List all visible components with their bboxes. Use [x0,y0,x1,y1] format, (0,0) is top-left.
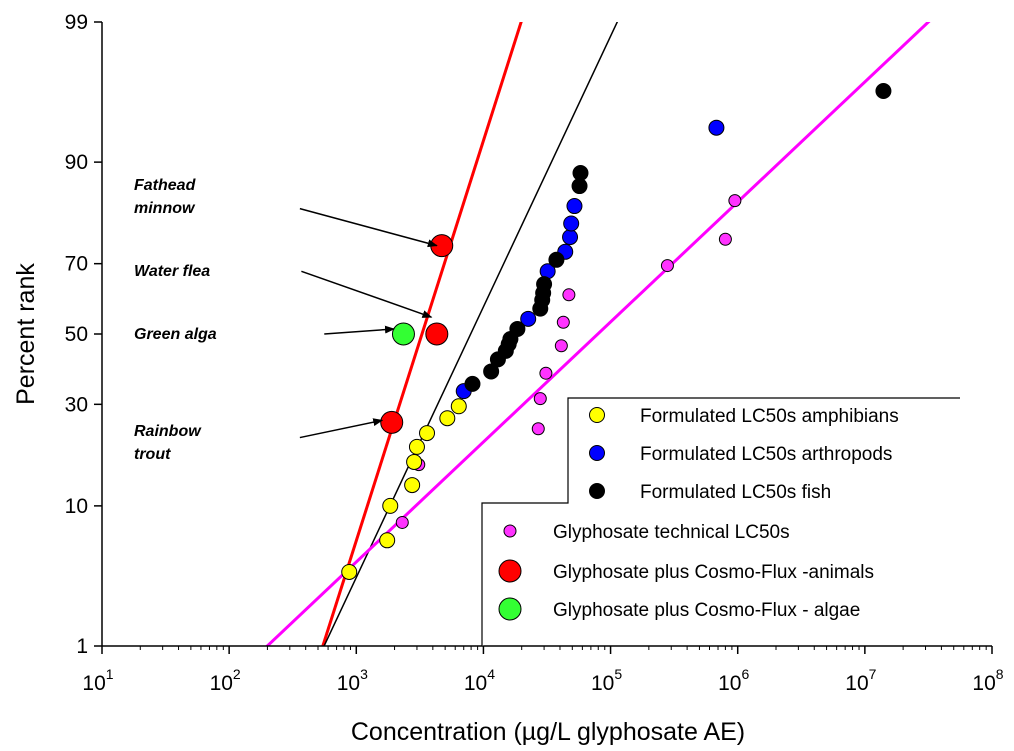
data-point [554,339,568,353]
x-tick-label: 108 [972,666,1003,695]
annotation-arrow [299,418,384,439]
y-tick-label: 99 [65,11,88,34]
x-tick-label: 107 [845,666,876,695]
data-point [562,288,576,302]
data-point [520,310,537,327]
legend: Formulated LC50s amphibians Formulated LC… [481,397,960,646]
data-point [391,322,415,346]
legend-marker-1 [589,407,605,423]
data-point [509,320,526,337]
data-point [556,315,570,329]
data-point [572,165,589,182]
data-point [728,194,742,208]
y-tick-label: 70 [65,253,88,276]
x-tick-label: 105 [591,666,622,695]
data-point [563,215,580,232]
annotation-label: trout [134,446,171,463]
data-point [419,425,436,442]
fitted-line-3 [265,22,931,646]
data-point [464,375,481,392]
annotation-label: Fathead [134,177,197,194]
data-point [404,477,421,494]
fitted-line-2 [323,22,619,646]
data-point [531,422,545,436]
data-point [379,532,396,549]
legend-label-6: Glyphosate plus Cosmo-Flux - algae [553,600,860,621]
legend-marker-4 [503,524,517,538]
data-point [533,392,547,406]
annotation-arrow [324,325,396,335]
data-point [395,515,409,529]
data-point [450,398,467,415]
data-point [566,198,583,215]
legend-label-3: Formulated LC50s fish [640,482,831,503]
legend-label-2: Formulated LC50s arthropods [640,444,892,465]
data-point [382,497,399,514]
legend-marker-3 [589,483,605,499]
y-tick-label: 90 [65,151,88,174]
x-tick-label: 102 [210,666,241,695]
legend-label-4: Glyphosate technical LC50s [553,522,790,543]
data-point [425,322,449,346]
data-point [875,82,892,99]
legend-marker-2 [589,445,605,461]
data-point [408,438,425,455]
legend-box [481,397,960,646]
y-tick-label: 30 [65,393,88,416]
legend-label-1: Formulated LC50s amphibians [640,406,899,427]
y-tick-label: 50 [65,323,88,346]
data-point [341,563,358,580]
annotation-label: minnow [134,200,196,217]
x-tick-label: 101 [82,666,113,695]
annotation-arrow [301,270,433,318]
data-point [406,453,423,470]
data-point [548,251,565,268]
data-point [483,363,500,380]
data-point [562,229,579,246]
x-tick-label: 106 [718,666,749,695]
y-tick-label: 1 [76,635,88,658]
data-point [439,410,456,427]
annotation-arrow [299,207,438,248]
legend-marker-5 [498,559,522,583]
legend-label-5: Glyphosate plus Cosmo-Flux -animals [553,562,874,583]
data-point [536,276,553,293]
annotation-label: Rainbow [134,423,202,440]
data-point [380,410,404,434]
data-points [341,82,892,580]
x-tick-label: 103 [337,666,368,695]
annotations: Fathead minnow Water flea Green alga Rainbow… [134,177,438,463]
data-point [708,119,725,136]
annotation-label: Water flea [134,263,210,280]
y-axis-title: Percent rank [12,263,40,405]
data-point [660,259,674,273]
legend-marker-6 [498,597,522,621]
x-tick-label: 104 [464,666,495,695]
data-point [539,366,553,380]
x-axis-title: Concentration (µg/L glyphosate AE) [351,718,745,746]
data-point [718,232,732,246]
annotation-label: Green alga [134,326,217,343]
y-tick-label: 10 [65,495,88,518]
